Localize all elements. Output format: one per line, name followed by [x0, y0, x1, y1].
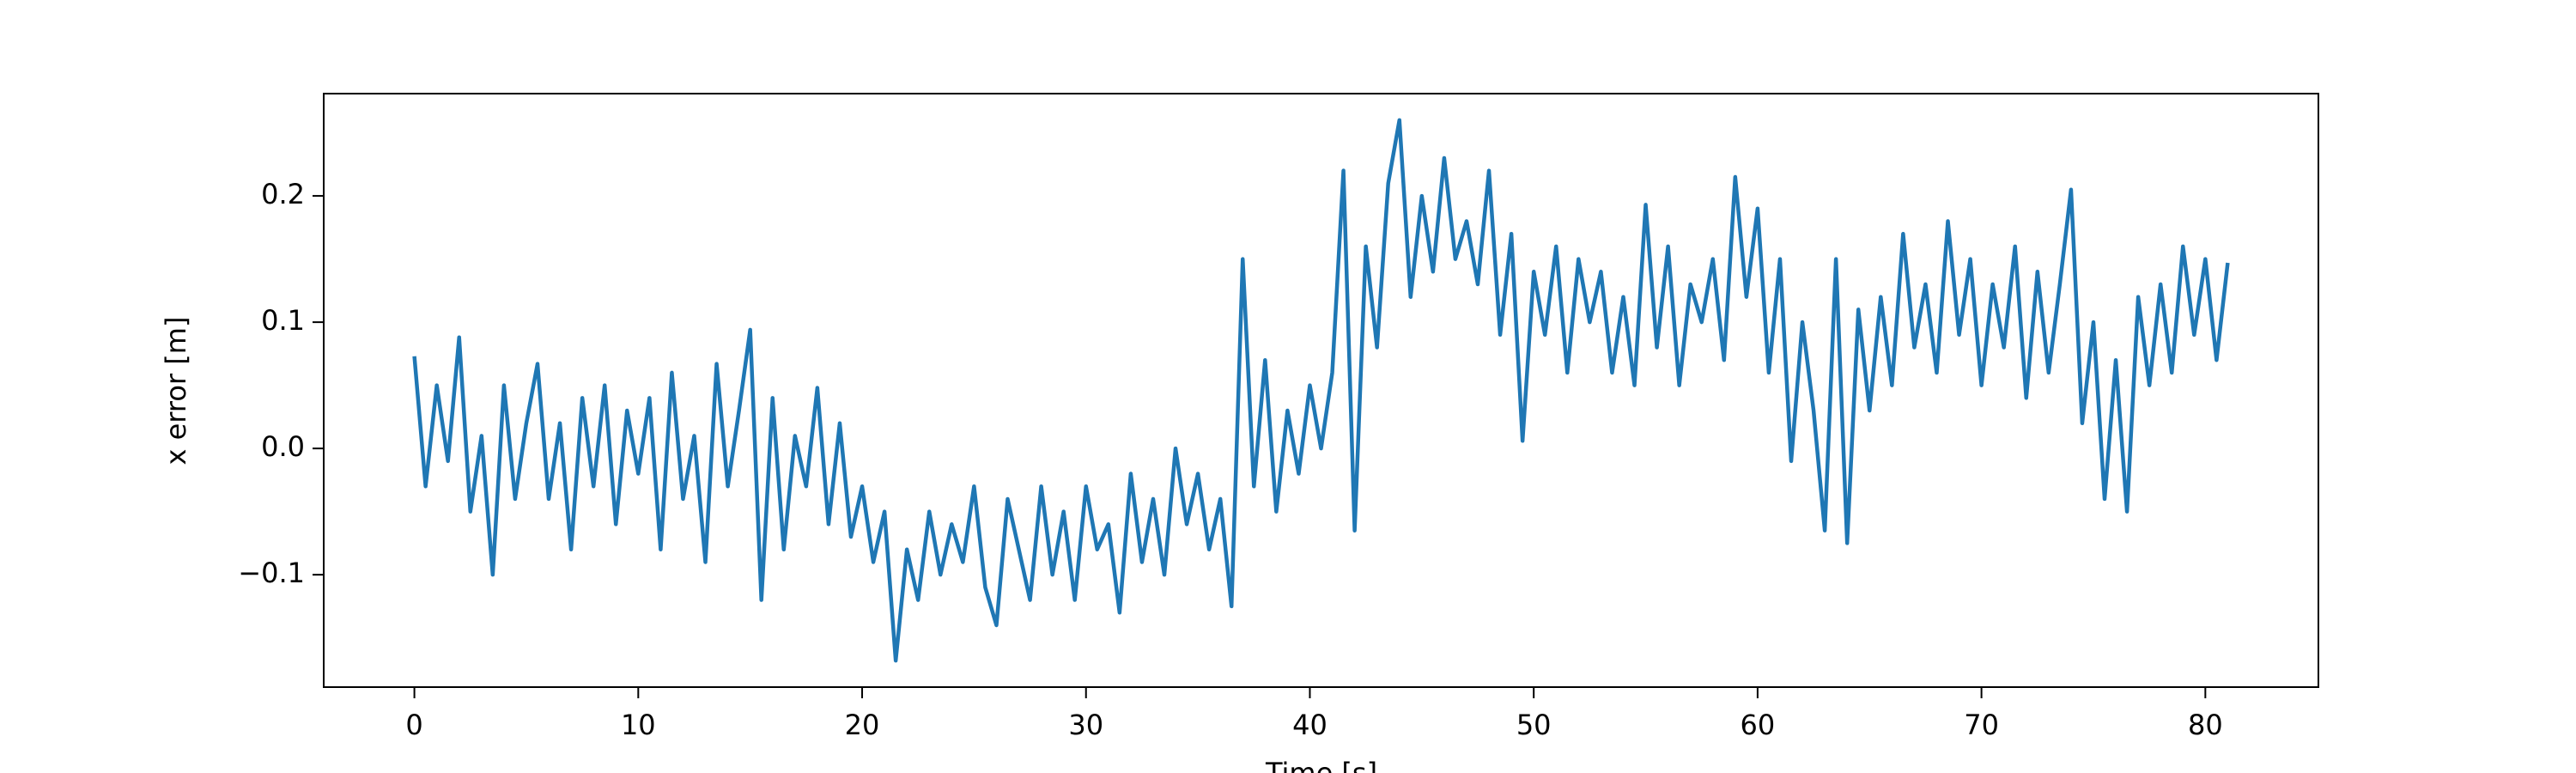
x-tick-label: 30: [1068, 709, 1103, 741]
x-tick-label: 0: [405, 709, 422, 741]
x-tick-label: 40: [1292, 709, 1327, 741]
x-tick-label: 50: [1516, 709, 1552, 741]
x-axis-label: Time [s]: [1265, 757, 1377, 773]
y-tick-label: −0.1: [238, 557, 305, 589]
x-tick-label: 10: [621, 709, 656, 741]
x-tick-label: 80: [2188, 709, 2223, 741]
x-tick-label: 60: [1741, 709, 1776, 741]
y-axis-label: x error [m]: [160, 317, 192, 466]
y-tick-label: 0.1: [261, 304, 305, 337]
data-line: [412, 118, 2230, 663]
axes-frame: [323, 93, 2319, 688]
y-tick-label: 0.0: [261, 430, 305, 463]
x-tick-label: 70: [1964, 709, 1999, 741]
y-tick-label: 0.2: [261, 178, 305, 210]
x-tick-label: 20: [845, 709, 880, 741]
